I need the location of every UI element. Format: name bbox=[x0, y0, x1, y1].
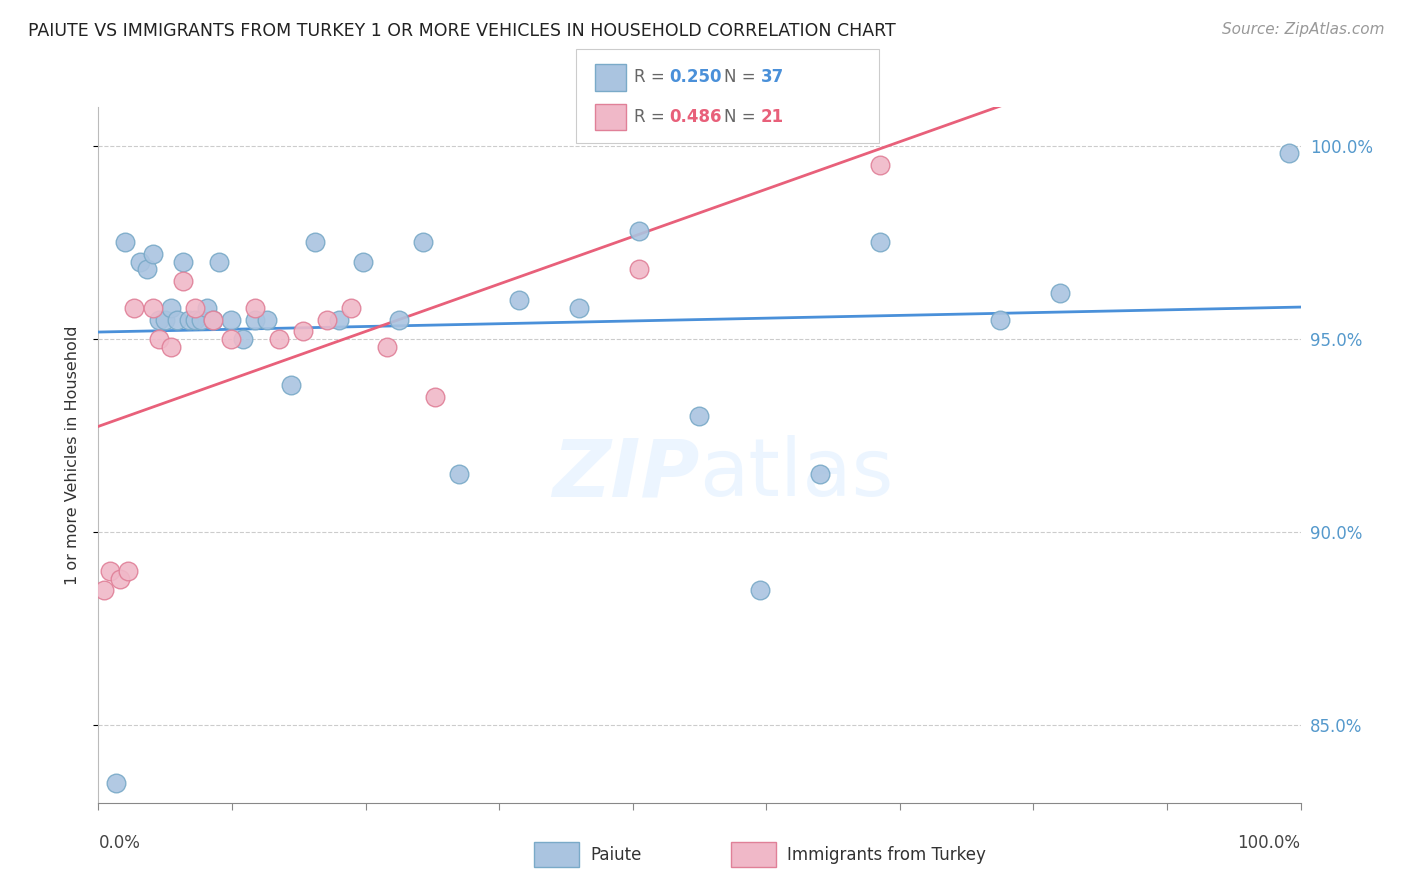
Point bbox=[219, 332, 242, 346]
Point bbox=[628, 224, 651, 238]
Point bbox=[219, 312, 242, 326]
Point bbox=[117, 564, 139, 578]
Point bbox=[153, 312, 176, 326]
Point bbox=[243, 301, 266, 315]
Point bbox=[129, 254, 152, 268]
Point bbox=[172, 274, 194, 288]
Y-axis label: 1 or more Vehicles in Household: 1 or more Vehicles in Household bbox=[65, 326, 80, 584]
Point bbox=[141, 301, 163, 315]
Point bbox=[243, 312, 266, 326]
Text: 0.0%: 0.0% bbox=[98, 834, 141, 852]
Point bbox=[869, 158, 891, 172]
Point bbox=[508, 293, 530, 308]
Point bbox=[141, 247, 163, 261]
Point bbox=[148, 332, 170, 346]
Point bbox=[1277, 146, 1299, 161]
Point bbox=[256, 312, 278, 326]
Point bbox=[748, 583, 770, 598]
Point bbox=[124, 301, 146, 315]
Point bbox=[159, 301, 181, 315]
Point bbox=[201, 312, 224, 326]
Text: N =: N = bbox=[724, 69, 761, 87]
Point bbox=[280, 378, 302, 392]
Point bbox=[177, 312, 200, 326]
Point bbox=[148, 312, 170, 326]
Point bbox=[808, 467, 831, 482]
Text: atlas: atlas bbox=[700, 435, 894, 513]
Text: Source: ZipAtlas.com: Source: ZipAtlas.com bbox=[1222, 22, 1385, 37]
Point bbox=[328, 312, 350, 326]
Point bbox=[159, 340, 181, 354]
Point bbox=[375, 340, 398, 354]
Point bbox=[412, 235, 434, 250]
Text: 21: 21 bbox=[761, 108, 783, 126]
Text: Paiute: Paiute bbox=[591, 846, 643, 863]
Text: PAIUTE VS IMMIGRANTS FROM TURKEY 1 OR MORE VEHICLES IN HOUSEHOLD CORRELATION CHA: PAIUTE VS IMMIGRANTS FROM TURKEY 1 OR MO… bbox=[28, 22, 896, 40]
Point bbox=[315, 312, 337, 326]
Text: ZIP: ZIP bbox=[553, 435, 700, 513]
Point bbox=[340, 301, 363, 315]
Point bbox=[183, 312, 205, 326]
Point bbox=[988, 312, 1011, 326]
Point bbox=[352, 254, 374, 268]
Point bbox=[208, 254, 231, 268]
Point bbox=[388, 312, 411, 326]
Text: R =: R = bbox=[634, 69, 671, 87]
Point bbox=[172, 254, 194, 268]
Point bbox=[114, 235, 136, 250]
Text: 100.0%: 100.0% bbox=[1237, 834, 1301, 852]
Text: 0.250: 0.250 bbox=[669, 69, 721, 87]
Point bbox=[166, 312, 188, 326]
Point bbox=[447, 467, 470, 482]
Point bbox=[869, 235, 891, 250]
Point bbox=[93, 583, 115, 598]
Point bbox=[232, 332, 254, 346]
Point bbox=[201, 312, 224, 326]
Point bbox=[423, 390, 446, 404]
Text: 0.486: 0.486 bbox=[669, 108, 721, 126]
Point bbox=[267, 332, 290, 346]
Text: N =: N = bbox=[724, 108, 761, 126]
Point bbox=[108, 572, 131, 586]
Point bbox=[195, 301, 218, 315]
Point bbox=[628, 262, 651, 277]
Text: R =: R = bbox=[634, 108, 671, 126]
Point bbox=[568, 301, 591, 315]
Text: Immigrants from Turkey: Immigrants from Turkey bbox=[787, 846, 986, 863]
Point bbox=[1049, 285, 1071, 300]
Point bbox=[100, 564, 122, 578]
Point bbox=[135, 262, 157, 277]
Text: 37: 37 bbox=[761, 69, 785, 87]
Point bbox=[183, 301, 205, 315]
Point bbox=[105, 776, 128, 790]
Point bbox=[304, 235, 326, 250]
Point bbox=[291, 324, 314, 338]
Point bbox=[190, 312, 212, 326]
Point bbox=[689, 409, 711, 424]
